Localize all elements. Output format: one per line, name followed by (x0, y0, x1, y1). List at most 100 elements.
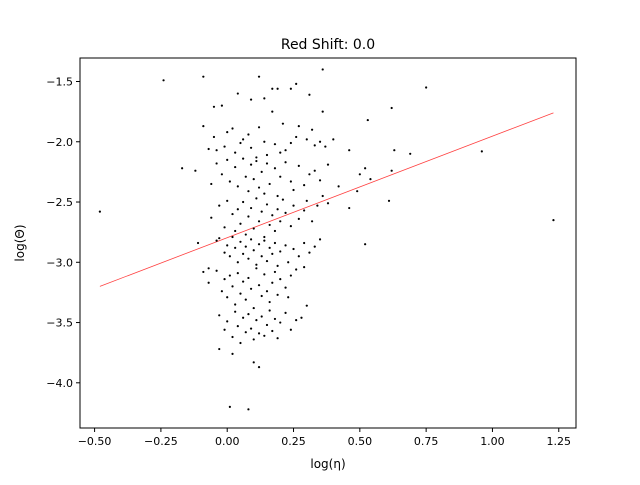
y-tick-label: −2.5 (46, 196, 73, 209)
data-point (268, 182, 271, 186)
data-point (220, 290, 223, 293)
data-point (289, 180, 292, 183)
data-point (244, 331, 247, 334)
data-point (228, 180, 231, 183)
data-point (295, 319, 298, 322)
data-point (263, 239, 266, 242)
data-point (215, 162, 218, 165)
data-point (249, 146, 253, 149)
data-point (236, 92, 239, 95)
data-point (273, 229, 277, 233)
data-point (348, 149, 351, 152)
data-point (252, 338, 255, 341)
data-point (265, 259, 269, 263)
data-point (276, 264, 279, 267)
data-point (257, 186, 261, 189)
data-point (242, 138, 245, 141)
data-point (321, 194, 324, 198)
data-point (231, 352, 234, 355)
data-point (303, 241, 306, 245)
data-point (215, 239, 218, 242)
data-point (194, 169, 197, 172)
data-point (202, 270, 205, 274)
data-point (242, 200, 245, 204)
data-point (263, 97, 266, 100)
data-point (239, 292, 242, 295)
data-point (316, 204, 319, 207)
data-point (252, 249, 255, 252)
data-point (162, 79, 165, 82)
data-point (271, 87, 274, 90)
x-tick-label: 0.75 (414, 435, 439, 448)
data-point (252, 306, 255, 310)
data-point (310, 220, 314, 223)
data-point (234, 310, 237, 313)
data-point (276, 87, 279, 90)
data-point (321, 68, 324, 71)
data-point (284, 311, 287, 314)
y-tick-label: −3.5 (46, 317, 73, 330)
data-point (212, 135, 216, 139)
data-point (239, 240, 242, 243)
data-point (218, 237, 221, 240)
data-point (255, 267, 258, 270)
axes-frame (79, 57, 577, 429)
y-tick-label: −1.5 (46, 76, 73, 89)
data-point (207, 281, 210, 284)
data-point (212, 105, 216, 108)
data-point (234, 151, 237, 154)
data-point (244, 245, 247, 248)
data-point (268, 300, 271, 304)
data-point (263, 334, 266, 337)
data-point (292, 247, 295, 251)
data-point (390, 169, 393, 172)
data-point (292, 188, 295, 192)
data-point (366, 118, 369, 122)
data-point (313, 144, 316, 147)
data-point (480, 150, 483, 153)
data-point (295, 135, 298, 139)
data-point (239, 141, 242, 145)
data-point (260, 255, 263, 258)
data-point (268, 223, 271, 227)
data-point (260, 170, 263, 173)
data-point (337, 185, 340, 188)
data-point (231, 235, 234, 239)
data-point (313, 245, 316, 248)
data-point (364, 243, 367, 246)
data-point (244, 298, 247, 301)
y-axis-ticks: −4.0 −3.5 −3.0 −2.5 −2.0 −1.5 (46, 76, 80, 390)
data-point (271, 329, 274, 333)
data-point (276, 208, 279, 211)
data-point (260, 294, 263, 298)
data-point (273, 241, 277, 245)
data-point (297, 255, 300, 258)
data-point (310, 128, 314, 131)
data-point (265, 290, 269, 293)
data-point (297, 164, 300, 167)
x-tick-label: 0.00 (215, 435, 240, 448)
data-point (223, 278, 226, 281)
data-point (265, 323, 269, 327)
data-point (313, 169, 316, 172)
data-point (231, 285, 234, 288)
data-point (289, 328, 292, 331)
data-point (279, 151, 282, 154)
data-point (218, 204, 221, 207)
data-point (210, 182, 213, 186)
data-point (244, 175, 247, 178)
data-point (223, 251, 226, 254)
data-point (247, 408, 250, 411)
data-point (300, 316, 303, 319)
data-point (252, 361, 255, 364)
data-point (279, 175, 282, 178)
data-point (247, 215, 250, 218)
data-point (271, 252, 274, 255)
data-point (284, 211, 287, 214)
data-point (358, 173, 361, 176)
data-point (308, 251, 311, 254)
data-point (305, 138, 308, 141)
data-point (249, 98, 253, 101)
data-point (273, 143, 277, 146)
